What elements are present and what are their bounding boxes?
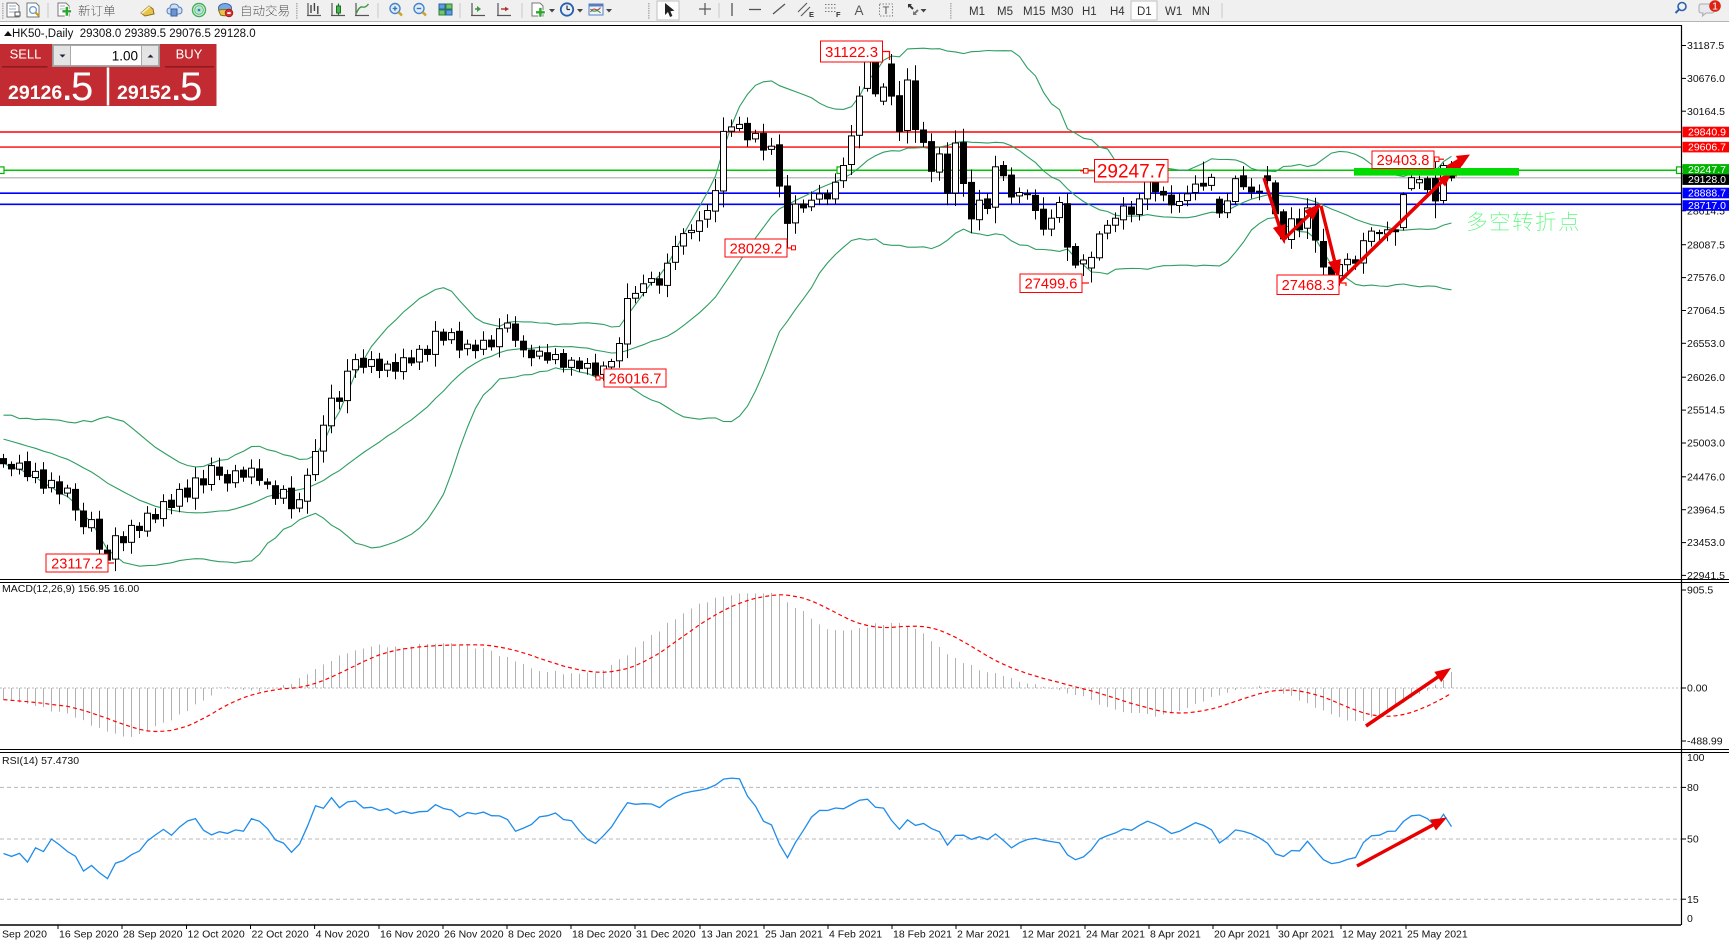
svg-text:31 Dec 2020: 31 Dec 2020 <box>636 929 696 940</box>
svg-text:27576.0: 27576.0 <box>1687 272 1725 284</box>
svg-text:18 Feb 2021: 18 Feb 2021 <box>893 929 952 940</box>
svg-text:20 Apr 2021: 20 Apr 2021 <box>1214 929 1271 940</box>
svg-text:E: E <box>809 10 814 19</box>
svg-text:30 Apr 2021: 30 Apr 2021 <box>1278 929 1335 940</box>
svg-text:8 Dec 2020: 8 Dec 2020 <box>508 929 562 940</box>
svg-text:Sep 2020: Sep 2020 <box>2 929 47 940</box>
svg-text:28 Sep 2020: 28 Sep 2020 <box>123 929 183 940</box>
svg-text:SELL: SELL <box>10 47 42 62</box>
svg-text:W1: W1 <box>1165 6 1182 18</box>
svg-text:22 Oct 2020: 22 Oct 2020 <box>252 929 309 940</box>
svg-text:12 Oct 2020: 12 Oct 2020 <box>188 929 245 940</box>
svg-text:A: A <box>854 3 863 18</box>
svg-text:4 Feb 2021: 4 Feb 2021 <box>829 929 882 940</box>
svg-text:RSI(14) 57.4730: RSI(14) 57.4730 <box>2 755 79 767</box>
svg-text:28087.5: 28087.5 <box>1687 239 1725 251</box>
svg-text:H4: H4 <box>1110 6 1125 18</box>
svg-text:905.5: 905.5 <box>1687 585 1713 597</box>
svg-text:25003.0: 25003.0 <box>1687 438 1725 450</box>
svg-text:26553.0: 26553.0 <box>1687 338 1725 350</box>
svg-text:M15: M15 <box>1023 6 1045 18</box>
svg-text:F: F <box>836 10 841 19</box>
svg-text:29152: 29152 <box>117 82 171 104</box>
svg-text:28029.2: 28029.2 <box>730 241 783 257</box>
svg-text:28717.0: 28717.0 <box>1688 200 1726 212</box>
svg-text:24476.0: 24476.0 <box>1687 471 1725 483</box>
svg-text:18 Dec 2020: 18 Dec 2020 <box>572 929 632 940</box>
svg-text:H1: H1 <box>1082 6 1097 18</box>
svg-text:31122.3: 31122.3 <box>825 44 878 61</box>
svg-text:12 May 2021: 12 May 2021 <box>1342 929 1403 940</box>
svg-text:25 Jan 2021: 25 Jan 2021 <box>765 929 823 940</box>
svg-text:100: 100 <box>1687 752 1705 764</box>
svg-text:.: . <box>63 74 71 107</box>
svg-text:0: 0 <box>1687 913 1693 925</box>
svg-text:0.00: 0.00 <box>1687 683 1708 695</box>
svg-text:-488.99: -488.99 <box>1687 736 1723 748</box>
svg-text:15: 15 <box>1687 894 1699 906</box>
svg-text:29403.8: 29403.8 <box>1377 153 1430 169</box>
svg-text:8 Apr 2021: 8 Apr 2021 <box>1150 929 1201 940</box>
svg-text:24 Mar 2021: 24 Mar 2021 <box>1086 929 1145 940</box>
svg-text:25 May 2021: 25 May 2021 <box>1407 929 1468 940</box>
svg-text:MN: MN <box>1192 6 1210 18</box>
svg-text:12 Mar 2021: 12 Mar 2021 <box>1022 929 1081 940</box>
svg-text:27468.3: 27468.3 <box>1282 278 1335 294</box>
svg-text:13 Jan 2021: 13 Jan 2021 <box>701 929 759 940</box>
svg-text:27064.5: 27064.5 <box>1687 305 1725 317</box>
svg-text:27499.6: 27499.6 <box>1025 277 1078 293</box>
svg-text:30164.5: 30164.5 <box>1687 106 1725 118</box>
svg-text:80: 80 <box>1687 782 1699 794</box>
svg-text:29606.7: 29606.7 <box>1688 142 1726 154</box>
svg-text:4 Nov 2020: 4 Nov 2020 <box>316 929 370 940</box>
svg-text:BUY: BUY <box>176 47 203 62</box>
svg-text:D1: D1 <box>1137 6 1152 18</box>
svg-text:29128.0: 29128.0 <box>1688 174 1726 186</box>
svg-text:M5: M5 <box>997 6 1013 18</box>
svg-text:MACD(12,26,9) 156.95 16.00: MACD(12,26,9) 156.95 16.00 <box>2 583 139 595</box>
svg-text:M30: M30 <box>1051 6 1073 18</box>
svg-text:5: 5 <box>71 65 93 109</box>
svg-text:M1: M1 <box>969 6 985 18</box>
svg-text:29840.9: 29840.9 <box>1688 127 1726 139</box>
svg-text:16 Sep 2020: 16 Sep 2020 <box>59 929 119 940</box>
svg-text:HK50-,Daily 29308.0 29389.5 2: HK50-,Daily 29308.0 29389.5 29076.5 2912… <box>12 28 256 40</box>
svg-text:50: 50 <box>1687 834 1699 846</box>
svg-text:29247.7: 29247.7 <box>1688 164 1726 176</box>
svg-text:22941.5: 22941.5 <box>1687 570 1725 582</box>
svg-text:30676.0: 30676.0 <box>1687 73 1725 85</box>
svg-text:2 Mar 2021: 2 Mar 2021 <box>957 929 1010 940</box>
svg-text:26016.7: 26016.7 <box>609 371 662 387</box>
svg-text:16 Nov 2020: 16 Nov 2020 <box>380 929 440 940</box>
svg-text:1: 1 <box>1712 1 1718 13</box>
svg-text:T: T <box>883 5 890 17</box>
svg-text:28888.7: 28888.7 <box>1688 188 1726 200</box>
svg-text:31187.5: 31187.5 <box>1687 40 1724 52</box>
svg-text:25514.5: 25514.5 <box>1687 405 1725 417</box>
svg-text:23964.5: 23964.5 <box>1687 504 1725 516</box>
svg-text:29247.7: 29247.7 <box>1097 162 1166 183</box>
svg-text:29126: 29126 <box>8 82 62 104</box>
svg-text:26026.0: 26026.0 <box>1687 372 1725 384</box>
svg-text:23453.0: 23453.0 <box>1687 537 1725 549</box>
svg-text:23117.2: 23117.2 <box>51 556 103 572</box>
svg-text:26 Nov 2020: 26 Nov 2020 <box>444 929 504 940</box>
svg-text:5: 5 <box>180 65 202 109</box>
svg-text:.: . <box>172 74 180 107</box>
svg-text:1.00: 1.00 <box>112 49 138 64</box>
